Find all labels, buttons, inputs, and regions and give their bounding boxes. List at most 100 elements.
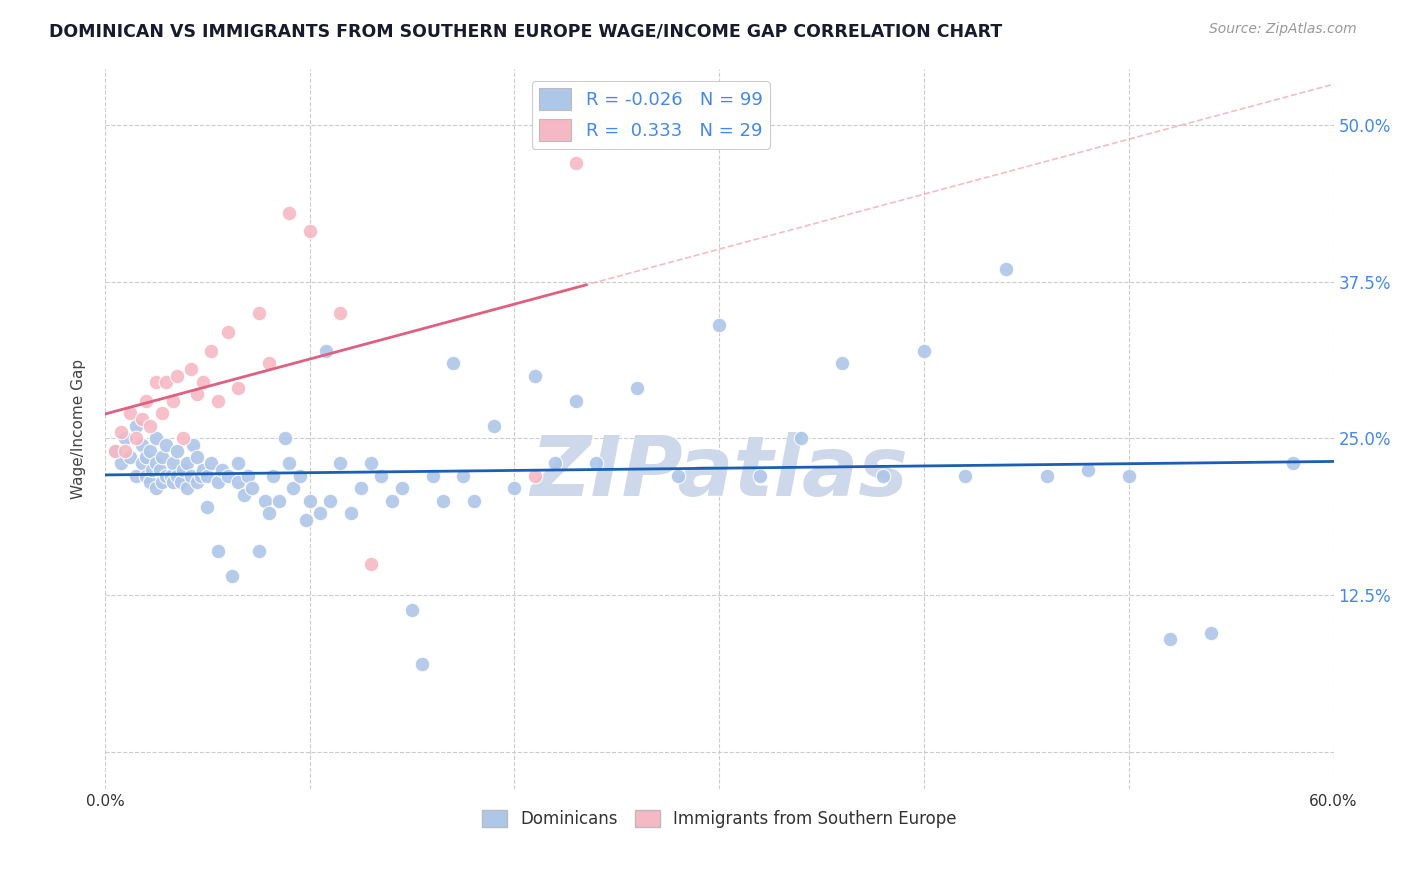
Point (110, 425, 132, 439)
Point (401, 603, 423, 617)
Point (135, 450, 157, 464)
Text: Source: ZipAtlas.com: Source: ZipAtlas.com (1209, 22, 1357, 37)
Point (176, 456, 198, 470)
Point (1036, 468, 1059, 483)
Point (180, 468, 202, 483)
Point (309, 507, 332, 521)
Point (190, 468, 212, 483)
Point (186, 387, 208, 401)
Point (170, 475, 193, 490)
Point (145, 375, 167, 389)
Point (162, 475, 184, 490)
Point (131, 412, 153, 426)
Point (166, 368, 188, 383)
Point (193, 375, 215, 389)
Point (166, 443, 188, 458)
Point (1077, 462, 1099, 476)
Point (422, 468, 444, 483)
Point (149, 462, 172, 476)
Point (360, 456, 382, 470)
Point (463, 494, 485, 508)
Point (139, 418, 162, 433)
Point (162, 393, 184, 408)
Point (319, 494, 342, 508)
Point (155, 437, 177, 451)
Point (226, 475, 249, 490)
Point (145, 482, 167, 496)
Point (131, 456, 153, 470)
Point (150, 475, 173, 490)
Point (233, 488, 256, 502)
Point (288, 468, 311, 483)
Point (159, 468, 181, 483)
Point (544, 456, 567, 470)
Point (200, 343, 222, 358)
Point (482, 418, 505, 433)
Point (912, 343, 935, 358)
Point (872, 468, 894, 483)
Point (381, 494, 404, 508)
Point (125, 431, 148, 445)
Point (135, 393, 157, 408)
Point (162, 456, 184, 470)
Point (749, 468, 772, 483)
Y-axis label: Wage/Income Gap: Wage/Income Gap (72, 359, 86, 499)
Point (145, 456, 167, 470)
Point (207, 475, 229, 490)
Point (432, 494, 454, 508)
Point (274, 431, 297, 445)
Point (666, 468, 689, 483)
Point (1281, 456, 1303, 470)
Point (104, 443, 127, 458)
Point (1199, 625, 1222, 640)
Point (247, 544, 270, 558)
Point (298, 494, 321, 508)
Point (565, 155, 588, 169)
Point (585, 456, 607, 470)
Point (211, 462, 233, 476)
Point (166, 468, 188, 483)
Point (503, 482, 526, 496)
Point (238, 468, 260, 483)
Point (278, 205, 301, 219)
Point (339, 507, 361, 521)
Point (262, 468, 284, 483)
Point (298, 224, 321, 238)
Legend: Dominicans, Immigrants from Southern Europe: Dominicans, Immigrants from Southern Eur… (475, 804, 963, 835)
Point (523, 368, 546, 383)
Point (329, 456, 352, 470)
Point (181, 437, 204, 451)
Point (145, 431, 167, 445)
Point (114, 443, 136, 458)
Point (217, 468, 239, 483)
Point (994, 262, 1017, 277)
Point (139, 443, 162, 458)
Point (257, 507, 280, 521)
Point (207, 393, 229, 408)
Point (195, 500, 218, 515)
Point (247, 306, 270, 320)
Point (118, 406, 141, 420)
Point (294, 513, 316, 527)
Point (217, 325, 239, 339)
Point (186, 450, 208, 464)
Point (155, 468, 177, 483)
Point (125, 418, 148, 433)
Point (135, 468, 157, 483)
Point (150, 450, 173, 464)
Point (453, 468, 475, 483)
Point (267, 494, 290, 508)
Point (1159, 632, 1181, 646)
Point (283, 482, 305, 496)
Point (350, 482, 373, 496)
Point (242, 482, 264, 496)
Point (370, 468, 392, 483)
Point (831, 356, 853, 370)
Point (118, 450, 141, 464)
Point (193, 462, 215, 476)
Point (155, 375, 177, 389)
Point (125, 468, 148, 483)
Point (565, 393, 588, 408)
Point (207, 544, 229, 558)
Point (626, 381, 648, 395)
